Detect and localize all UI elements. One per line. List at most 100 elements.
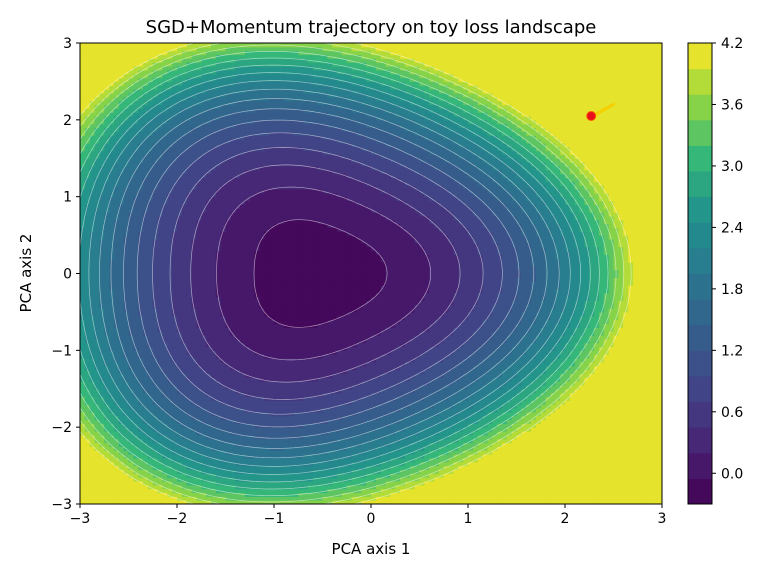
contour-cell xyxy=(84,427,91,432)
contour-cell xyxy=(506,469,513,474)
contour-cell xyxy=(535,465,542,471)
contour-cell xyxy=(240,361,246,367)
contour-cell xyxy=(278,358,285,363)
contour-cell xyxy=(177,342,183,348)
contour-cell xyxy=(472,400,479,405)
contour-cell xyxy=(356,431,362,436)
contour-cell xyxy=(157,415,164,421)
contour-cell xyxy=(99,496,105,501)
contour-cell xyxy=(283,384,290,390)
contour-cell xyxy=(385,438,391,444)
contour-cell xyxy=(584,484,590,490)
contour-cell xyxy=(337,427,343,432)
contour-cell xyxy=(327,461,333,467)
contour-cell xyxy=(220,346,227,351)
contour-cell xyxy=(346,354,353,359)
contour-cell xyxy=(531,484,537,490)
contour-cell xyxy=(647,434,653,440)
contour-cell xyxy=(317,377,324,382)
contour-cell xyxy=(351,484,358,490)
contour-cell xyxy=(550,384,556,390)
contour-cell xyxy=(579,469,585,474)
contour-cell xyxy=(337,461,343,467)
contour-cell xyxy=(390,361,396,367)
contour-cell xyxy=(312,404,319,409)
contour-cell xyxy=(438,381,445,386)
contour-cell xyxy=(647,484,653,490)
contour-cell xyxy=(191,411,197,417)
contour-cell xyxy=(123,492,130,497)
contour-cell xyxy=(468,488,474,494)
contour-cell xyxy=(104,488,110,494)
contour-cell xyxy=(366,400,372,405)
contour-cell xyxy=(535,457,542,463)
contour-cell xyxy=(293,423,299,428)
contour-cell xyxy=(196,454,202,459)
contour-cell xyxy=(225,342,231,348)
contour-cell xyxy=(371,404,377,409)
contour-cell xyxy=(138,350,144,355)
contour-cell xyxy=(560,454,566,459)
contour-cell xyxy=(167,454,173,459)
contour-cell xyxy=(608,415,615,421)
contour-cell xyxy=(487,500,493,504)
contour-cell xyxy=(598,365,605,371)
contour-cell xyxy=(560,388,566,394)
contour-cell xyxy=(584,473,590,478)
contour-cell xyxy=(647,346,653,351)
contour-cell xyxy=(453,477,459,482)
contour-cell xyxy=(501,407,508,413)
contour-cell xyxy=(84,400,91,405)
contour-cell xyxy=(283,492,290,497)
contour-cell xyxy=(341,423,348,428)
contour-cell xyxy=(419,392,425,398)
contour-cell xyxy=(312,411,319,417)
contour-cell xyxy=(521,461,527,467)
contour-cell xyxy=(453,365,459,371)
contour-cell xyxy=(424,442,430,447)
contour-cell xyxy=(177,419,183,424)
contour-cell xyxy=(497,381,503,386)
contour-cell xyxy=(230,381,236,386)
contour-cell xyxy=(618,369,624,374)
contour-cell xyxy=(128,431,134,436)
contour-cell xyxy=(458,392,464,398)
contour-cell xyxy=(409,496,416,501)
contour-cell xyxy=(448,415,455,421)
contour-cell xyxy=(288,346,294,351)
contour-cell xyxy=(196,423,202,428)
contour-cell xyxy=(594,431,600,436)
contour-cell xyxy=(210,400,217,405)
contour-cell xyxy=(443,465,450,471)
contour-cell xyxy=(550,457,556,463)
contour-cell xyxy=(531,392,537,398)
contour-cell xyxy=(535,392,542,398)
contour-cell xyxy=(613,373,619,378)
contour-cell xyxy=(632,438,639,444)
contour-cell xyxy=(555,392,561,398)
contour-cell xyxy=(492,365,498,371)
contour-cell xyxy=(516,442,522,447)
contour-cell xyxy=(89,434,96,440)
contour-cell xyxy=(172,473,178,478)
contour-cell xyxy=(482,377,488,382)
contour-cell xyxy=(104,400,110,405)
contour-cell xyxy=(113,446,120,451)
contour-cell xyxy=(390,373,396,378)
contour-cell xyxy=(584,404,590,409)
contour-cell xyxy=(506,369,513,374)
contour-cell xyxy=(400,396,406,401)
contour-cell xyxy=(341,454,348,459)
contour-cell xyxy=(375,388,382,394)
contour-cell xyxy=(210,431,217,436)
contour-cell xyxy=(259,361,265,367)
contour-cell xyxy=(618,450,624,455)
contour-cell xyxy=(540,492,547,497)
contour-cell xyxy=(104,350,110,355)
contour-cell xyxy=(177,431,183,436)
contour-cell xyxy=(303,446,309,451)
contour-cell xyxy=(657,354,662,359)
contour-cell xyxy=(235,411,241,417)
contour-cell xyxy=(109,404,115,409)
contour-cell xyxy=(162,346,168,351)
